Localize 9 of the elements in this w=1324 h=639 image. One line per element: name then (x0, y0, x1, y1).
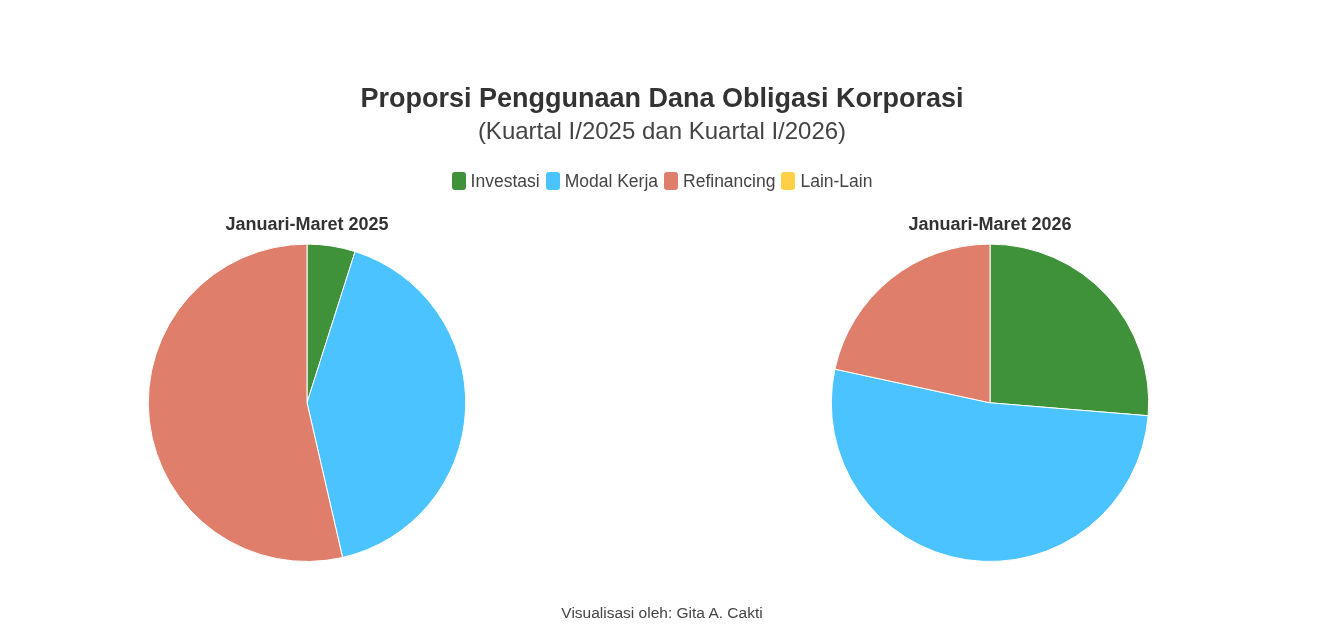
legend-label: Modal Kerja (564, 170, 659, 192)
legend-label: Lain-Lain (800, 170, 873, 192)
chart-title: Proporsi Penggunaan Dana Obligasi Korporasi (359, 82, 965, 114)
text: Visualisasi oleh: Gita A. Cakti (560, 603, 764, 623)
legend-label: Refinancing (683, 170, 776, 192)
slice-label: Januari-Maret 2026 (908, 213, 1072, 234)
slice-label: Januari-Maret 2025 (225, 213, 389, 234)
chart-subtitle: (Kuartal I/2025 dan Kuartal I/2026) (476, 116, 848, 146)
legend-label: Investasi (470, 170, 540, 192)
